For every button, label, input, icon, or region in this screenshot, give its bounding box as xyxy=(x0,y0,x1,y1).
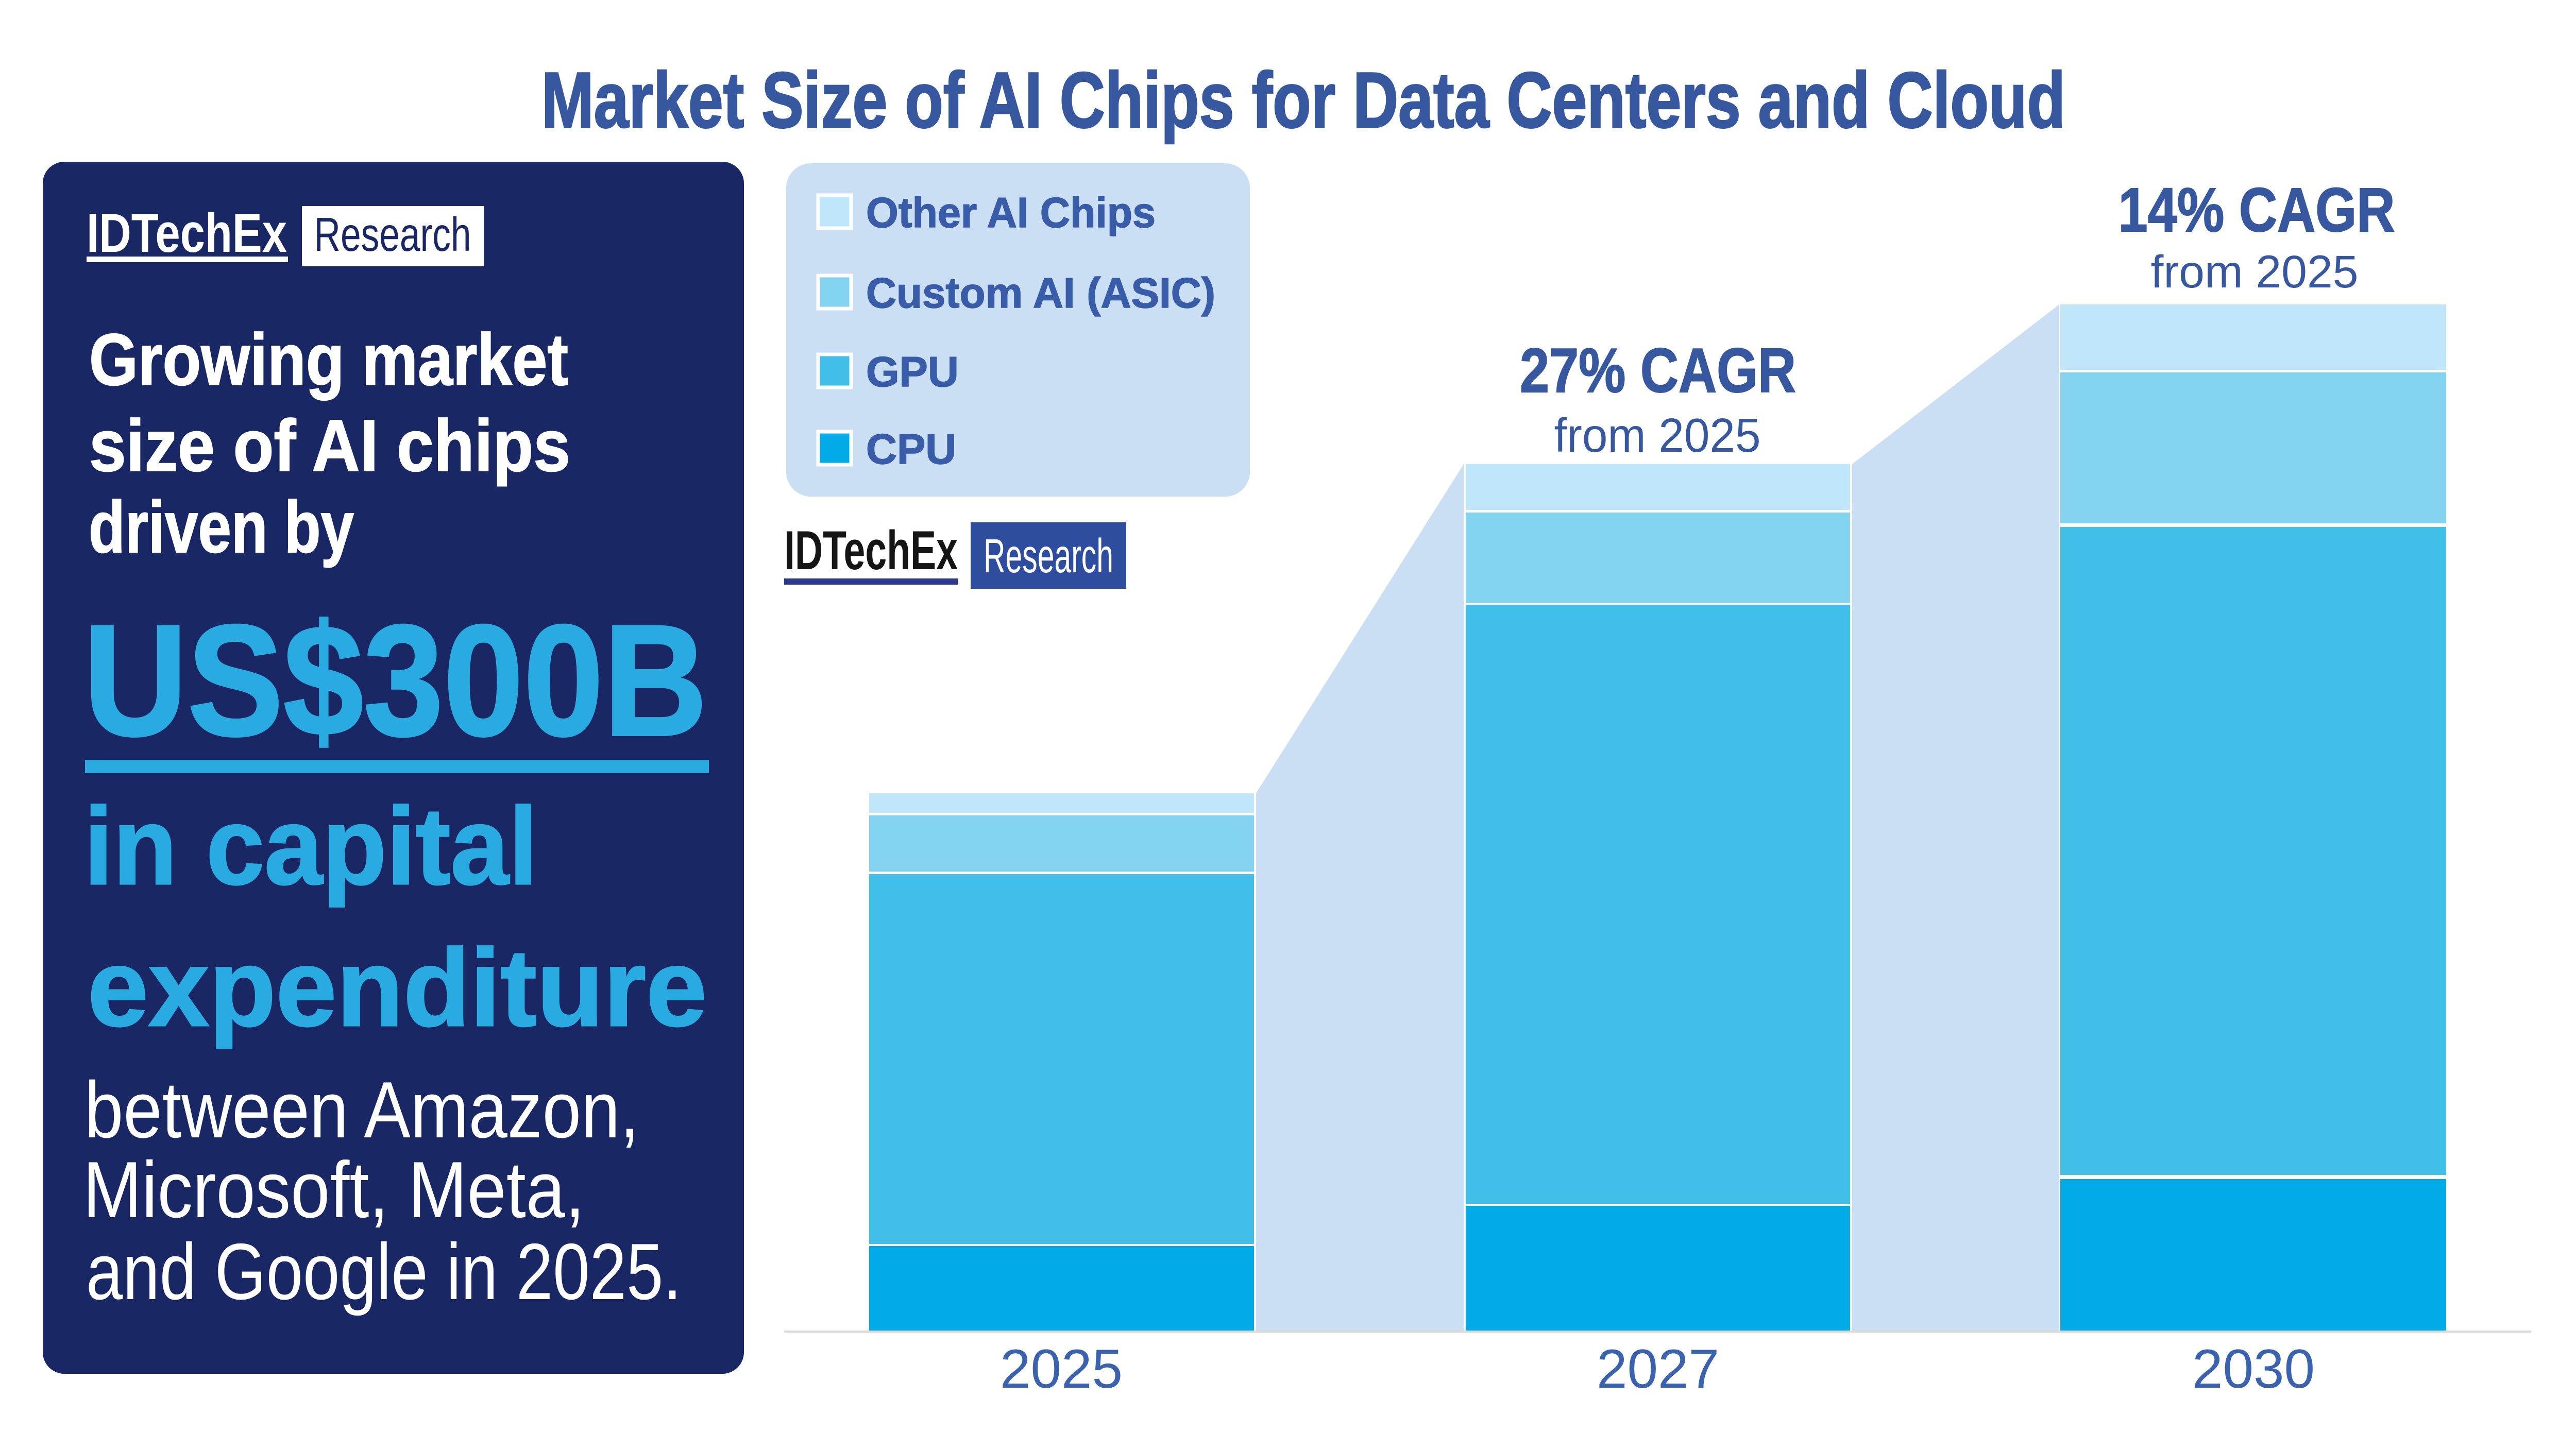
svg-text:between Amazon,: between Amazon, xyxy=(84,1065,639,1154)
svg-text:size of AI chips: size of AI chips xyxy=(89,405,570,487)
svg-text:Custom AI (ASIC): Custom AI (ASIC) xyxy=(866,269,1215,317)
svg-text:14% CAGR: 14% CAGR xyxy=(2119,175,2395,245)
svg-text:driven by: driven by xyxy=(89,486,354,568)
svg-text:GPU: GPU xyxy=(866,348,959,396)
svg-text:IDTechEx: IDTechEx xyxy=(87,202,287,264)
svg-text:CPU: CPU xyxy=(866,425,956,473)
svg-text:Microsoft, Meta,: Microsoft, Meta, xyxy=(83,1145,585,1234)
svg-text:Market Size of AI Chips for Da: Market Size of AI Chips for Data Centers… xyxy=(541,56,2065,144)
svg-text:2027: 2027 xyxy=(1597,1338,1719,1400)
svg-text:Other AI Chips: Other AI Chips xyxy=(866,189,1156,236)
svg-text:Growing market: Growing market xyxy=(89,319,568,401)
svg-text:2030: 2030 xyxy=(2192,1338,2315,1400)
svg-text:Research: Research xyxy=(984,529,1113,583)
svg-text:and Google in 2025.: and Google in 2025. xyxy=(86,1227,682,1316)
svg-text:2025: 2025 xyxy=(1000,1338,1123,1400)
svg-text:Research: Research xyxy=(314,208,471,261)
svg-text:27% CAGR: 27% CAGR xyxy=(1520,335,1796,405)
svg-text:from 2025: from 2025 xyxy=(1554,408,1761,462)
svg-text:in capital: in capital xyxy=(84,785,538,908)
svg-text:IDTechEx: IDTechEx xyxy=(784,519,958,581)
svg-text:expenditure: expenditure xyxy=(88,927,707,1049)
svg-text:US$300B: US$300B xyxy=(83,592,707,769)
svg-text:from 2025: from 2025 xyxy=(2151,246,2359,297)
